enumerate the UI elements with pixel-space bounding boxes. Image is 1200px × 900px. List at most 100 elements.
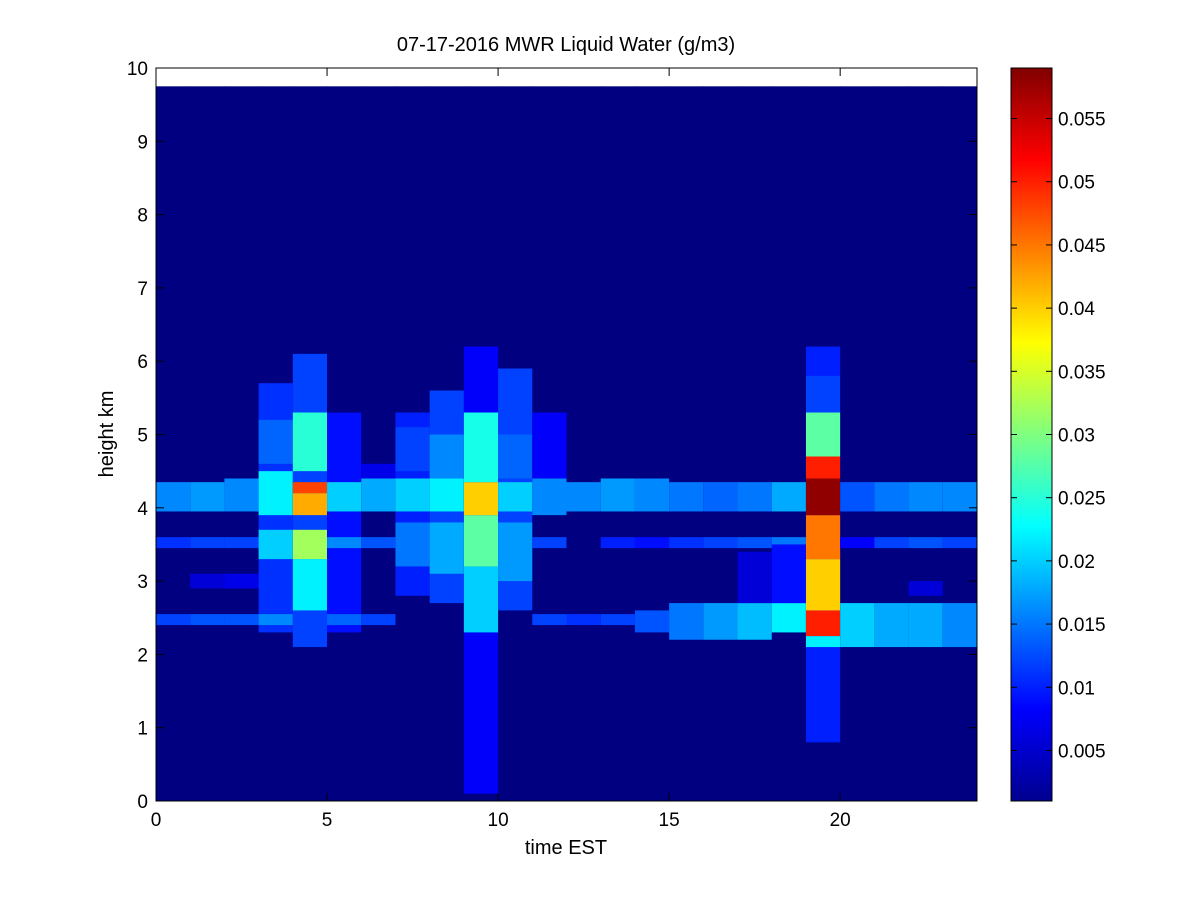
colorbar-ticks: 0.005 0.01 0.015 0.02 0.025 0.03 0.035 0.04 0.04… <box>1011 110 1106 762</box>
heatmap-cell <box>908 603 944 648</box>
heatmap-cell <box>395 522 431 567</box>
colorbar-tick-label: 0.01 <box>1058 678 1095 699</box>
heatmap-cell <box>600 614 636 626</box>
heatmap-cell <box>327 412 362 633</box>
heatmap-cell <box>361 537 396 549</box>
heatmap-cell <box>361 463 396 479</box>
heatmap-cell <box>224 614 260 626</box>
heatmap-cell-bg <box>703 86 739 801</box>
heatmap-cell <box>258 471 294 516</box>
chart-title: 07-17-2016 MWR Liquid Water (g/m3) <box>397 34 735 56</box>
heatmap-cell-bg <box>737 86 773 801</box>
heatmap-cell <box>292 529 328 560</box>
heatmap-cell <box>805 375 841 413</box>
heatmap-cell <box>600 478 636 512</box>
heatmap-cell <box>327 537 362 549</box>
heatmap-cell <box>874 537 910 549</box>
heatmap-cell <box>463 482 499 516</box>
heatmap-cell-bg <box>361 86 396 801</box>
heatmap-cell <box>908 482 944 512</box>
heatmap-cell <box>703 482 739 512</box>
colorbar-tick-label: 0.02 <box>1058 552 1095 573</box>
colorbar-tick-label: 0.055 <box>1058 110 1106 131</box>
heatmap-cell <box>669 537 704 549</box>
y-tick-label: 1 <box>137 719 148 740</box>
heatmap-cell <box>429 478 465 512</box>
heatmap-cell-bg <box>190 86 225 801</box>
heatmap-cell <box>771 537 807 549</box>
heatmap-cell <box>156 537 191 549</box>
heatmap-cell <box>942 482 977 512</box>
heatmap-cell <box>429 522 465 574</box>
heatmap-cell-bg <box>634 86 670 801</box>
heatmap-cell <box>634 610 670 633</box>
heatmap-cell <box>737 537 773 549</box>
y-axis-ticks: 0 1 2 3 4 5 6 7 8 9 10 <box>127 59 977 813</box>
heatmap-cell <box>429 434 465 479</box>
heatmap-cell <box>292 412 328 472</box>
heatmap-cells <box>156 86 977 801</box>
x-axis-label: time EST <box>525 837 607 859</box>
heatmap-cell <box>532 614 567 626</box>
heatmap-cell <box>190 614 225 626</box>
y-tick-label: 7 <box>137 279 148 300</box>
heatmap-cell <box>395 478 431 512</box>
heatmap-cell <box>703 603 739 640</box>
colorbar-tick-label: 0.015 <box>1058 615 1106 636</box>
heatmap-cell <box>566 614 602 626</box>
x-tick-label: 20 <box>830 810 851 831</box>
heatmap-cell <box>327 482 362 512</box>
heatmap-cell <box>805 478 841 516</box>
colorbar <box>1010 67 1053 802</box>
heatmap-cell-bg <box>771 86 807 801</box>
heatmap-cell <box>634 537 670 549</box>
heatmap-cell <box>942 603 977 648</box>
heatmap-cell <box>805 636 841 648</box>
heatmap-cell <box>805 412 841 457</box>
heatmap-cell-bg <box>156 86 191 801</box>
heatmap-cell <box>258 419 294 464</box>
colorbar-tick-label: 0.005 <box>1058 741 1106 762</box>
y-tick-label: 4 <box>137 499 148 520</box>
y-axis-label: height km <box>96 391 118 478</box>
heatmap-cell <box>292 482 328 494</box>
heatmap-cell-bg <box>669 86 704 801</box>
y-tick-label: 10 <box>127 59 148 80</box>
heatmap-cell <box>224 537 260 549</box>
colorbar-tick-label: 0.03 <box>1058 426 1095 447</box>
y-tick-label: 9 <box>137 132 148 153</box>
heatmap-cell-bg <box>942 86 977 801</box>
heatmap-cell <box>874 603 910 648</box>
colorbar-tick-label: 0.045 <box>1058 236 1106 257</box>
heatmap-cell <box>771 544 807 604</box>
heatmap-cell <box>395 427 431 472</box>
heatmap-cell <box>532 537 567 549</box>
heatmap-cell <box>292 559 328 611</box>
heatmap-cell <box>634 478 670 512</box>
heatmap-cell <box>224 573 260 589</box>
colorbar-tick-label: 0.04 <box>1058 299 1095 320</box>
y-tick-label: 6 <box>137 352 148 373</box>
heatmap-cell-bg <box>566 86 602 801</box>
heatmap-cell <box>156 482 191 512</box>
heatmap-cell <box>532 478 567 516</box>
heatmap-cell <box>463 412 499 483</box>
heatmap-cell <box>669 482 704 512</box>
y-tick-label: 3 <box>137 572 148 593</box>
heatmap-cell-bg <box>908 86 944 801</box>
heatmap-cell <box>805 610 841 637</box>
colorbar-tick-label: 0.05 <box>1058 173 1095 194</box>
heatmap-cell <box>805 456 841 479</box>
heatmap-cell <box>258 614 294 626</box>
x-tick-label: 10 <box>488 810 509 831</box>
heatmap-cell <box>224 478 260 512</box>
heatmap-cell <box>498 434 533 479</box>
heatmap-cell <box>874 482 910 512</box>
y-tick-label: 8 <box>137 206 148 227</box>
heatmap-cell <box>190 573 225 589</box>
x-tick-label: 5 <box>322 810 333 831</box>
x-axis-ticks: 0 5 10 15 20 <box>151 68 851 831</box>
heatmap-cell <box>703 537 739 549</box>
heatmap-cell <box>361 614 396 626</box>
